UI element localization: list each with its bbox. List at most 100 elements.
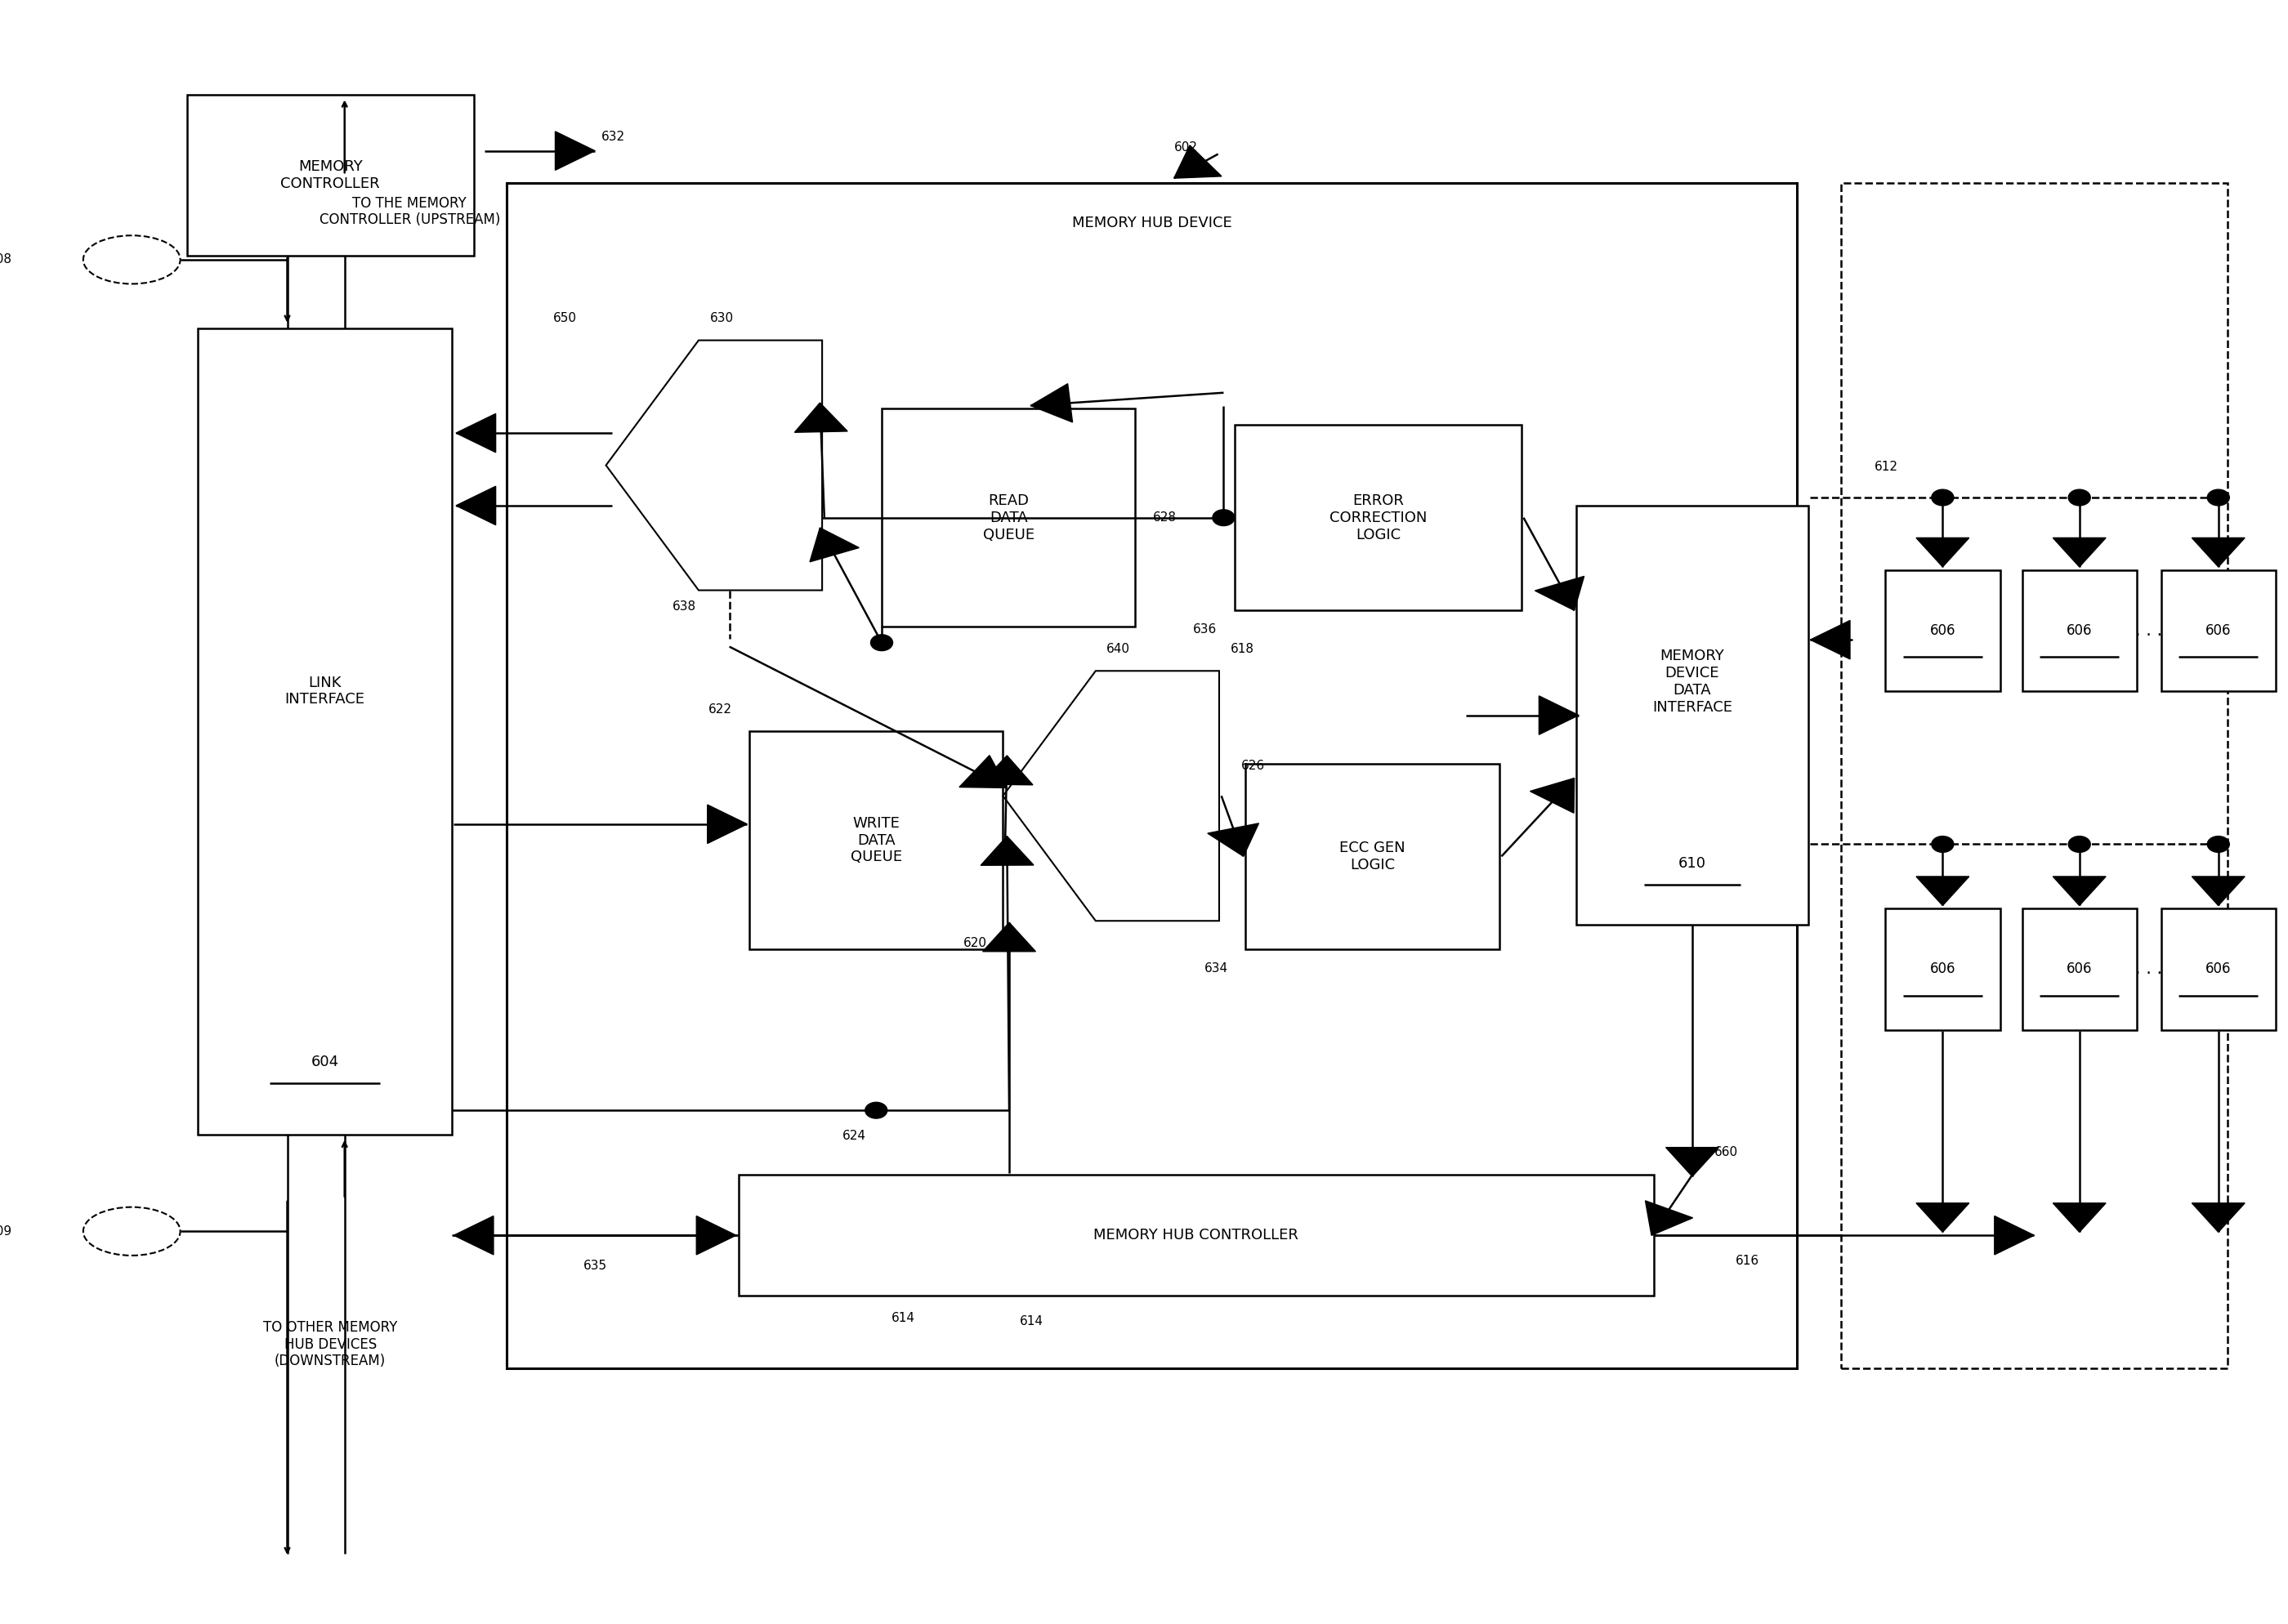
Polygon shape [1030, 383, 1073, 422]
Polygon shape [707, 806, 748, 843]
Polygon shape [2192, 538, 2245, 567]
Text: 606: 606 [2066, 624, 2091, 638]
Bar [2160, 570, 2277, 692]
Bar [2023, 909, 2137, 1030]
Bar [750, 731, 1002, 948]
Circle shape [2068, 489, 2091, 505]
Polygon shape [1540, 697, 1579, 734]
Text: 606: 606 [2206, 961, 2231, 976]
Text: 636: 636 [1192, 624, 1217, 635]
Text: 606: 606 [2066, 961, 2091, 976]
Polygon shape [979, 755, 1032, 784]
Bar [1885, 909, 2000, 1030]
Text: ECC GEN
LOGIC: ECC GEN LOGIC [1338, 841, 1405, 872]
Circle shape [2208, 836, 2229, 853]
Text: 604: 604 [311, 1054, 339, 1069]
Polygon shape [1002, 671, 1220, 921]
Polygon shape [1915, 1203, 1970, 1233]
Text: 630: 630 [709, 312, 734, 325]
Bar [881, 409, 1135, 627]
Text: 624: 624 [842, 1130, 865, 1142]
Text: MEMORY HUB DEVICE: MEMORY HUB DEVICE [1071, 216, 1231, 231]
Ellipse shape [82, 235, 181, 284]
Polygon shape [453, 1216, 494, 1255]
Text: 638: 638 [673, 601, 696, 612]
Text: 609: 609 [0, 1224, 11, 1237]
Text: 602: 602 [1174, 141, 1197, 154]
Text: 614: 614 [1020, 1315, 1043, 1327]
Circle shape [872, 635, 892, 651]
Bar [506, 184, 1796, 1369]
Polygon shape [556, 132, 595, 171]
Polygon shape [606, 341, 821, 590]
Text: TO THE MEMORY
CONTROLLER (UPSTREAM): TO THE MEMORY CONTROLLER (UPSTREAM) [320, 197, 501, 227]
Text: 634: 634 [1203, 961, 1229, 974]
Polygon shape [1666, 1148, 1718, 1176]
Text: 608: 608 [0, 253, 11, 266]
Bar [1885, 570, 2000, 692]
Polygon shape [455, 414, 496, 453]
Text: TO OTHER MEMORY
HUB DEVICES
(DOWNSTREAM): TO OTHER MEMORY HUB DEVICES (DOWNSTREAM) [263, 1320, 398, 1369]
Polygon shape [2052, 538, 2105, 567]
Text: 626: 626 [1240, 760, 1265, 771]
Polygon shape [1535, 577, 1583, 611]
Text: 635: 635 [583, 1260, 606, 1272]
Polygon shape [982, 836, 1034, 866]
Polygon shape [2192, 877, 2245, 906]
Text: 612: 612 [1874, 461, 1899, 473]
Bar [199, 328, 451, 1135]
Text: . . .: . . . [2135, 622, 2162, 638]
Polygon shape [984, 922, 1036, 952]
Circle shape [1931, 836, 1954, 853]
Polygon shape [1208, 823, 1258, 856]
Polygon shape [1174, 145, 1222, 179]
Bar [1842, 184, 2226, 1369]
Text: WRITE
DATA
QUEUE: WRITE DATA QUEUE [851, 815, 901, 864]
Circle shape [1213, 510, 1236, 526]
Text: MEMORY
CONTROLLER: MEMORY CONTROLLER [281, 159, 380, 192]
Polygon shape [2192, 1203, 2245, 1233]
Polygon shape [959, 755, 1007, 788]
Text: 606: 606 [1929, 624, 1956, 638]
Polygon shape [1995, 1216, 2034, 1255]
Polygon shape [794, 403, 847, 432]
Circle shape [2068, 836, 2091, 853]
Text: 660: 660 [1714, 1147, 1739, 1158]
Bar [1245, 763, 1499, 948]
Polygon shape [1915, 877, 1970, 906]
Text: 606: 606 [2206, 624, 2231, 638]
Text: READ
DATA
QUEUE: READ DATA QUEUE [984, 494, 1034, 542]
Text: 650: 650 [554, 312, 577, 325]
Text: 616: 616 [1737, 1255, 1759, 1267]
Text: MEMORY HUB CONTROLLER: MEMORY HUB CONTROLLER [1094, 1228, 1300, 1242]
Text: ERROR
CORRECTION
LOGIC: ERROR CORRECTION LOGIC [1329, 494, 1428, 542]
Polygon shape [1810, 620, 1851, 659]
Ellipse shape [82, 1207, 181, 1255]
Circle shape [865, 1103, 888, 1119]
Bar [1576, 505, 1808, 926]
Bar [1236, 425, 1522, 611]
Text: 620: 620 [963, 937, 986, 950]
Circle shape [1931, 489, 1954, 505]
Bar [739, 1174, 1654, 1296]
Bar [2023, 570, 2137, 692]
Polygon shape [1915, 538, 1970, 567]
Text: 614: 614 [892, 1312, 915, 1324]
Polygon shape [2052, 877, 2105, 906]
Polygon shape [810, 528, 858, 562]
Text: 610: 610 [1679, 856, 1707, 870]
Text: 628: 628 [1153, 512, 1176, 525]
Polygon shape [455, 486, 496, 525]
Text: . . .: . . . [2135, 961, 2162, 978]
Text: 622: 622 [707, 703, 732, 715]
Polygon shape [2052, 1203, 2105, 1233]
Circle shape [2208, 489, 2229, 505]
Polygon shape [696, 1216, 737, 1255]
Text: 640: 640 [1107, 643, 1130, 654]
Text: 606: 606 [1929, 961, 1956, 976]
Text: 632: 632 [602, 130, 625, 143]
Polygon shape [1531, 778, 1574, 814]
Bar [2160, 909, 2277, 1030]
Text: 618: 618 [1231, 643, 1254, 654]
Text: MEMORY
DEVICE
DATA
INTERFACE: MEMORY DEVICE DATA INTERFACE [1652, 650, 1732, 715]
